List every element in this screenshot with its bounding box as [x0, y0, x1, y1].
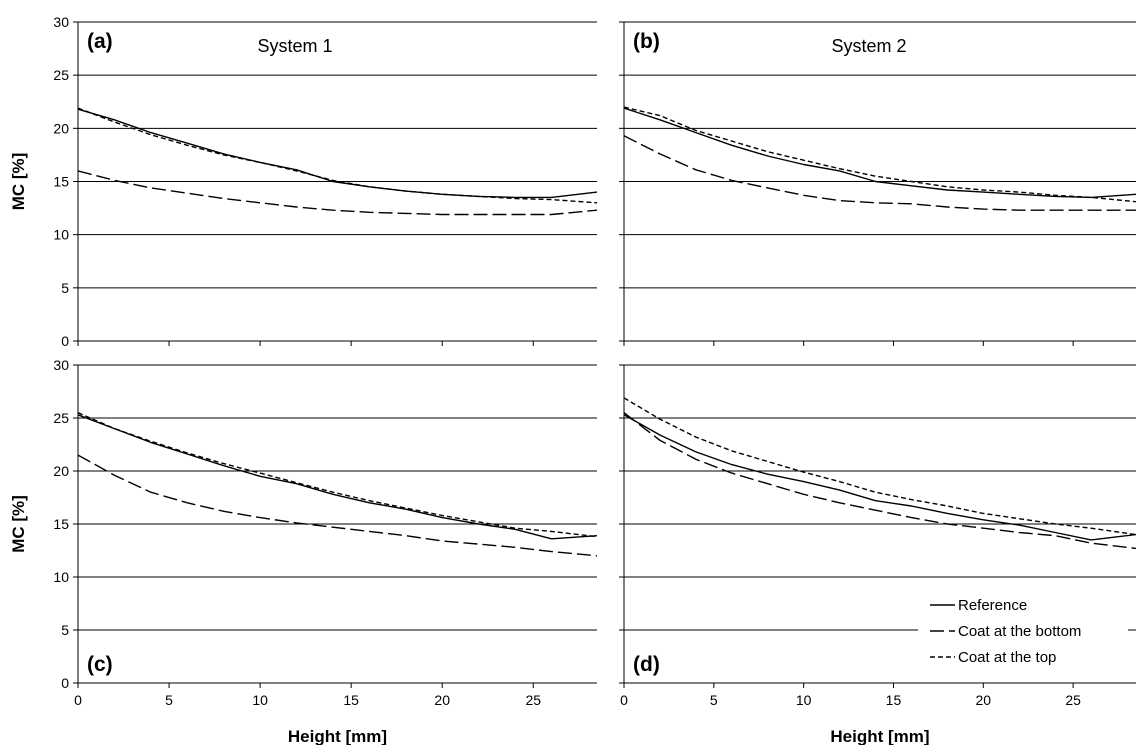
panel-label: (b)	[633, 30, 660, 53]
x-tick-label: 0	[74, 692, 82, 708]
x-tick-label: 10	[252, 692, 268, 708]
series-coat-at-the-bottom	[77, 454, 598, 557]
series-coat-at-the-top	[77, 412, 598, 538]
panel-b: (b) System 2	[619, 21, 1136, 346]
x-tick-label: 25	[525, 692, 541, 708]
x-axis-title: Height [mm]	[288, 727, 387, 745]
y-axis-title: MC [%]	[9, 153, 28, 211]
legend-entry: Coat at the bottom	[958, 623, 1081, 640]
series-coat-at-the-bottom	[623, 135, 1136, 211]
y-tick-label: 0	[61, 675, 69, 691]
x-tick-label: 5	[710, 692, 718, 708]
series-coat-at-the-top	[623, 397, 1136, 536]
x-tick-label: 15	[886, 692, 902, 708]
x-tick-label: 20	[434, 692, 450, 708]
legend-entry: Reference	[958, 597, 1027, 614]
series-reference	[623, 107, 1136, 199]
y-tick-label: 10	[53, 227, 69, 243]
y-tick-label: 20	[53, 463, 69, 479]
x-tick-label: 10	[796, 692, 812, 708]
x-axis-title: Height [mm]	[830, 727, 929, 745]
y-tick-label: 20	[53, 120, 69, 136]
y-tick-label: 10	[53, 569, 69, 585]
panel-c: 0 5 10 15 20 25 30 0 5 10 15 20 25 Height [mm] MC [%] (…	[9, 357, 598, 745]
y-tick-label: 25	[53, 67, 69, 83]
legend-entry: Coat at the top	[958, 649, 1056, 666]
y-tick-label: 30	[53, 357, 69, 373]
panel-label: (d)	[633, 653, 660, 676]
y-tick-label: 5	[61, 622, 69, 638]
y-tick-label: 15	[53, 516, 69, 532]
panel-d: 0 5 10 15 20 25 Height [mm] (d) Reference Coat at…	[619, 364, 1136, 745]
panel-label: (c)	[87, 653, 113, 676]
x-tick-label: 0	[620, 692, 628, 708]
series-coat-at-the-bottom	[623, 412, 1136, 550]
panel-title: System 1	[257, 36, 332, 56]
legend: Reference Coat at the bottom Coat at the t…	[918, 591, 1128, 677]
panel-a: 0 5 10 15 20 25 30 MC [%] (a) System 1	[9, 14, 598, 349]
x-tick-label: 20	[976, 692, 992, 708]
series-reference	[77, 108, 598, 199]
y-axis-title: MC [%]	[9, 495, 28, 553]
y-tick-label: 0	[61, 333, 69, 349]
panel-label: (a)	[87, 30, 113, 53]
panel-title: System 2	[831, 36, 906, 56]
y-tick-label: 15	[53, 174, 69, 190]
x-tick-label: 15	[343, 692, 359, 708]
y-tick-label: 25	[53, 410, 69, 426]
series-coat-at-the-top	[77, 107, 598, 204]
y-tick-label: 5	[61, 280, 69, 296]
series-reference	[623, 414, 1136, 541]
series-reference	[77, 414, 598, 540]
series-coat-at-the-top	[623, 106, 1136, 203]
x-tick-label: 5	[165, 692, 173, 708]
y-tick-label: 30	[53, 14, 69, 30]
x-tick-label: 25	[1065, 692, 1081, 708]
series-coat-at-the-bottom	[77, 170, 598, 216]
